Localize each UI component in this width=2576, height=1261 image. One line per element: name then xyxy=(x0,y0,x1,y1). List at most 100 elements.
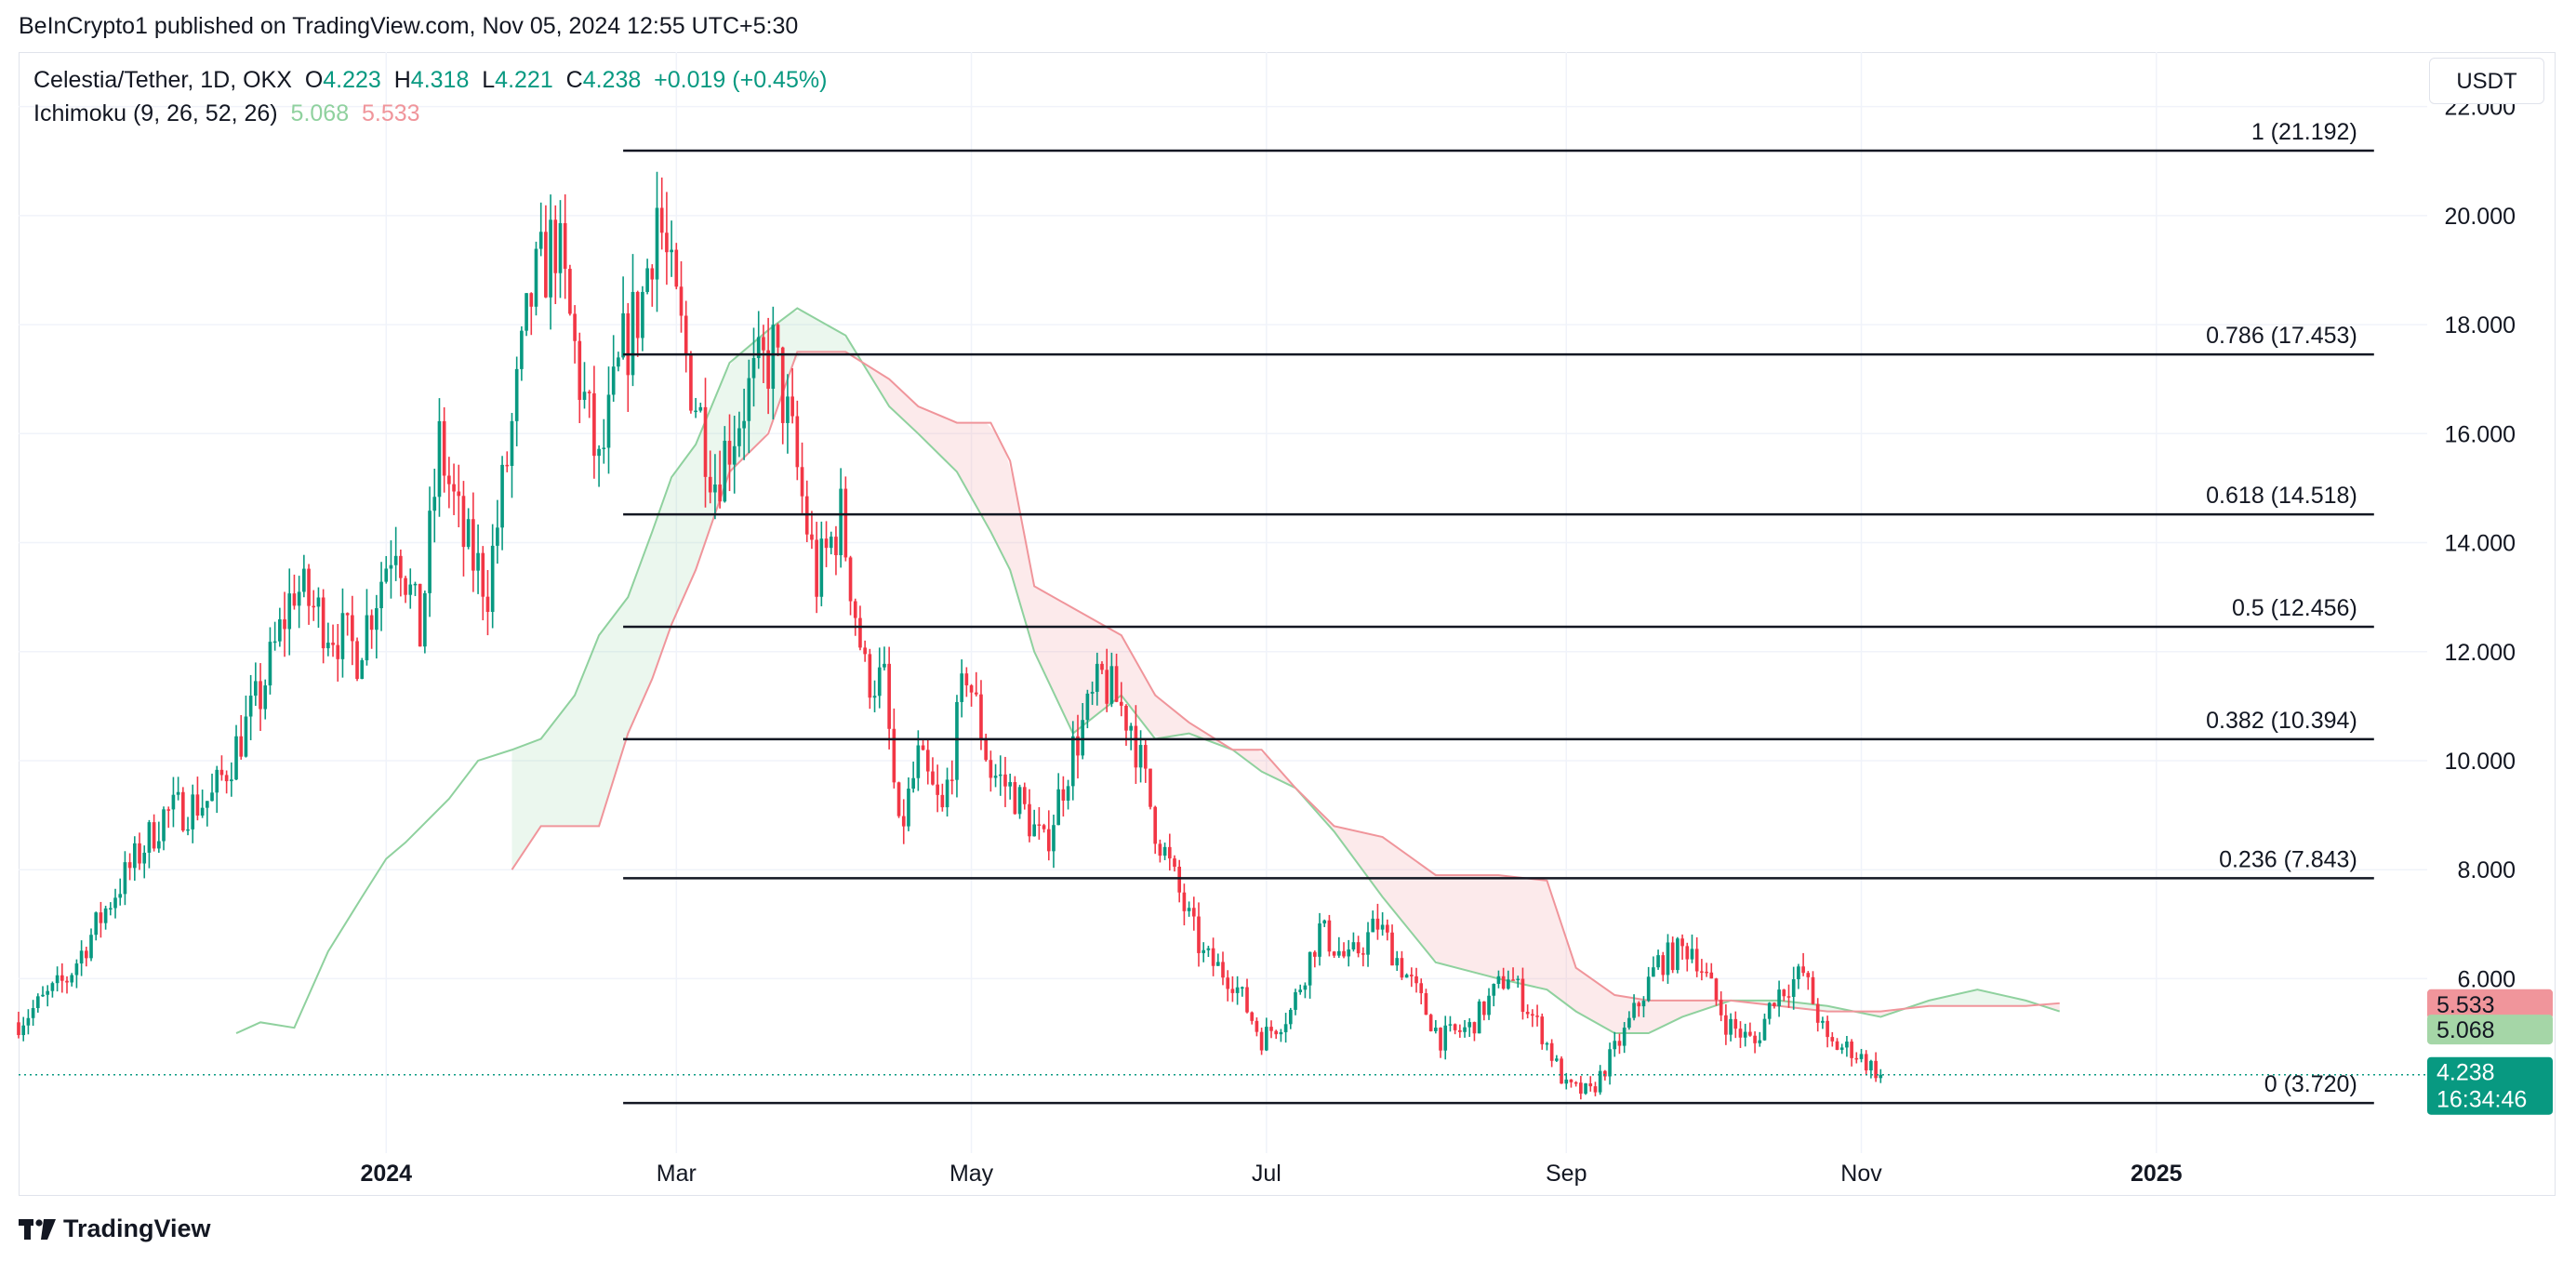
candle-up xyxy=(1347,949,1351,957)
candle-down xyxy=(1453,1024,1457,1030)
candle-down xyxy=(195,794,200,816)
candle-down xyxy=(896,782,901,816)
x-axis-tick-label: Sep xyxy=(1546,1161,1587,1187)
candle-down xyxy=(1573,1082,1578,1084)
candle-down xyxy=(1549,1042,1554,1061)
candle-down xyxy=(1003,774,1007,787)
candle-down xyxy=(1153,806,1158,844)
candle-up xyxy=(287,593,292,630)
candle-down xyxy=(1501,976,1506,989)
candle-down xyxy=(925,750,930,772)
candle-down xyxy=(1028,803,1031,837)
candle-down xyxy=(563,222,567,270)
tradingview-brand[interactable]: TradingView xyxy=(19,1215,211,1243)
ichimoku-value-2: 5.533 xyxy=(362,100,420,126)
candle-down xyxy=(1410,975,1414,976)
x-axis-tick-label: May xyxy=(949,1161,994,1187)
candle-down xyxy=(592,392,596,457)
candle-down xyxy=(800,467,804,497)
candle-down xyxy=(404,577,407,595)
candle-up xyxy=(254,681,258,697)
candle-up xyxy=(1584,1083,1587,1095)
candle-up xyxy=(1507,979,1510,989)
candle-up xyxy=(1443,1025,1448,1051)
fib-level-label: 0 (3.720) xyxy=(2264,1071,2357,1097)
symbol-title[interactable]: Celestia/Tether, 1D, OKX xyxy=(33,67,292,93)
fib-level-label: 0.618 (14.518) xyxy=(2206,483,2357,509)
candle-down xyxy=(1864,1054,1868,1071)
candle-down xyxy=(224,775,229,782)
candle-down xyxy=(336,644,340,659)
ichimoku-label[interactable]: Ichimoku (9, 26, 52, 26) xyxy=(33,100,278,126)
candle-up xyxy=(1138,745,1143,768)
candle-up xyxy=(176,791,180,795)
high-value: 4.318 xyxy=(410,67,470,93)
candle-down xyxy=(1854,1057,1859,1060)
candle-up xyxy=(694,410,697,413)
candle-up xyxy=(1264,1027,1268,1051)
candle-up xyxy=(437,420,442,498)
candle-up xyxy=(655,207,659,280)
candle-up xyxy=(1632,1002,1636,1018)
candle-down xyxy=(292,593,297,606)
candle-up xyxy=(466,519,471,548)
ichimoku-value-1: 5.068 xyxy=(290,100,350,126)
candle-down xyxy=(1177,867,1182,893)
candle-down xyxy=(1134,725,1138,768)
candle-up xyxy=(524,293,528,331)
candle-down xyxy=(776,325,780,348)
candle-down xyxy=(1685,946,1690,960)
candle-down xyxy=(1428,1015,1433,1031)
candle-up xyxy=(1187,908,1191,911)
candle-up xyxy=(998,774,1003,777)
price-tag-background xyxy=(2427,1056,2553,1115)
candle-up xyxy=(1839,1047,1844,1050)
candle-down xyxy=(949,779,954,781)
candle-up xyxy=(1371,918,1375,933)
candle-down xyxy=(84,950,88,959)
candle-down xyxy=(1274,1030,1279,1035)
candle-up xyxy=(186,829,190,831)
price-tag-background xyxy=(2427,989,2553,1019)
candle-up xyxy=(1545,1042,1549,1045)
candle-down xyxy=(635,291,640,338)
candle-down xyxy=(1815,1003,1820,1023)
candle-down xyxy=(892,728,896,783)
candle-up xyxy=(206,801,209,808)
candle-down xyxy=(1375,918,1380,930)
candle-down xyxy=(708,476,712,493)
candle-up xyxy=(389,564,393,569)
cloud-bullish-area xyxy=(511,311,870,870)
candle-up xyxy=(907,789,910,827)
candle-down xyxy=(1724,1015,1728,1035)
candle-up xyxy=(1496,976,1501,985)
candle-up xyxy=(162,809,166,842)
candle-down xyxy=(1221,962,1225,978)
candle-down xyxy=(312,605,316,608)
candle-up xyxy=(1666,942,1670,976)
chart-frame xyxy=(19,52,2556,1196)
candle-down xyxy=(471,519,475,571)
low-value: 4.221 xyxy=(495,67,553,93)
candle-up xyxy=(1283,1024,1288,1032)
candle-down xyxy=(824,538,829,549)
candle-up xyxy=(538,232,543,249)
candle-down xyxy=(1593,1086,1598,1093)
currency-button[interactable]: USDT xyxy=(2429,58,2544,104)
ohlc-row: Celestia/Tether, 1D, OKX O4.223 H4.318 L… xyxy=(33,63,827,97)
candle-up xyxy=(1318,923,1321,957)
candle-up xyxy=(1109,666,1114,704)
candle-up xyxy=(839,488,843,555)
candle-up xyxy=(142,852,147,864)
candle-down xyxy=(1226,977,1230,989)
candle-down xyxy=(1835,1041,1839,1050)
candle-down xyxy=(1733,1018,1738,1029)
candle-down xyxy=(485,596,490,612)
x-axis-tick-label: Jul xyxy=(1252,1161,1281,1187)
candle-down xyxy=(1255,1020,1259,1032)
candle-down xyxy=(790,396,794,417)
candle-down xyxy=(166,809,171,811)
candle-down xyxy=(418,583,422,647)
fib-level-label: 0.786 (17.453) xyxy=(2206,323,2357,349)
